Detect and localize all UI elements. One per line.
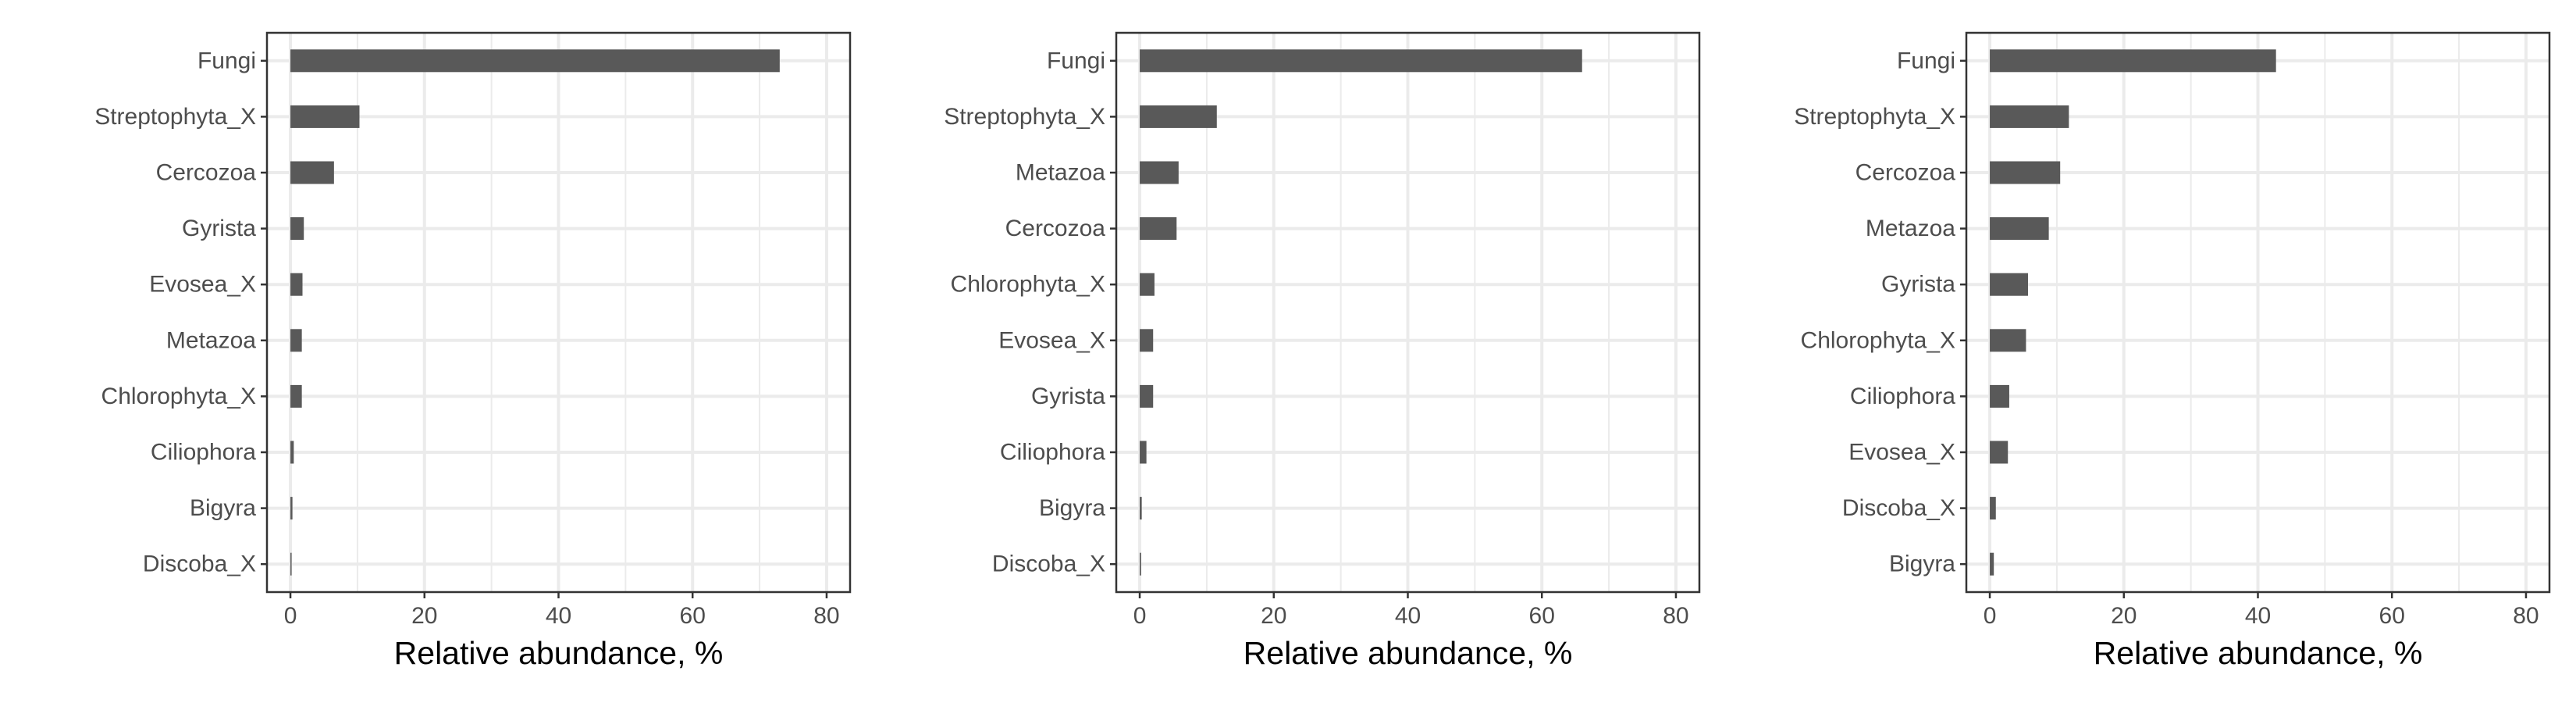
category-label: Cercozoa [1856,160,1956,186]
bar-bigyra [1990,552,1994,576]
x-axis-title: Relative abundance, % [394,635,724,671]
bar-gyrista [1990,273,2028,296]
category-label: Metazoa [1016,160,1105,186]
category-label: Evosea_X [149,272,256,298]
bar-cercozoa [1140,217,1177,241]
chart-panel-2: Fungi Streptophyta_X Metazoa Cercozoa Chloro… [944,31,1701,671]
bar-fungi [290,49,780,73]
category-label: Bigyra [190,495,256,521]
category-label: Fungi [1047,48,1105,73]
bar-bigyra [290,497,293,520]
bar-gyrista [1140,384,1154,408]
category-label: Gyrista [182,216,256,241]
bar-chlorophyta-x [290,384,302,408]
x-axis-title: Relative abundance, % [2094,635,2423,671]
bar-metazoa [290,329,302,352]
category-label: Evosea_X [1848,440,1955,466]
category-label: Discoba_X [1842,495,1955,521]
category-label: Evosea_X [998,327,1105,353]
x-tick-label: 40 [546,603,571,629]
category-label: Discoba_X [143,551,256,577]
category-label: Streptophyta_X [94,104,256,130]
bar-ciliophora [290,441,294,464]
category-label: Cercozoa [156,160,257,186]
x-tick-label: 0 [1133,603,1147,629]
bar-fungi [1990,49,2276,73]
category-label: Ciliophora [1000,440,1105,466]
category-label: Bigyra [1039,495,1105,521]
bar-evosea-x [290,273,303,296]
x-tick-label: 20 [411,603,437,629]
bar-evosea-x [1990,441,2008,464]
category-label: Streptophyta_X [944,104,1105,130]
bar-streptophyta-x [1990,105,2069,128]
bar-chlorophyta-x [1140,273,1155,296]
x-tick-label: 80 [1663,603,1688,629]
bar-discoba-x [1990,497,1996,520]
x-tick-label: 0 [284,603,297,629]
x-tick-label: 0 [1984,603,1997,629]
category-label: Discoba_X [992,551,1105,577]
category-label: Chlorophyta_X [1801,327,1955,353]
bar-cercozoa [1990,161,2061,184]
bar-fungi [1140,49,1582,73]
bar-gyrista [290,217,304,241]
category-label: Metazoa [166,327,256,353]
x-axis-title: Relative abundance, % [1244,635,1573,671]
x-tick-label: 80 [2513,603,2539,629]
chart-panel-3: Fungi Streptophyta_X Cercozoa Metazoa Gyrist… [1794,31,2551,671]
bar-ciliophora [1140,441,1147,464]
bar-metazoa [1990,217,2049,241]
bar-chlorophyta-x [1990,329,2026,352]
x-tick-label: 40 [1395,603,1421,629]
category-label: Ciliophora [151,440,256,466]
category-label: Streptophyta_X [1794,104,1955,130]
category-label: Bigyra [1889,551,1955,577]
bar-metazoa [1140,161,1179,184]
bar-bigyra [1140,497,1142,520]
bar-ciliophora [1990,384,2009,408]
chart-panel-1: Fungi Streptophyta_X Cercozoa Gyrista Evosea… [94,31,852,671]
category-label: Metazoa [1866,216,1955,241]
x-tick-label: 20 [2111,603,2137,629]
category-label: Cercozoa [1005,216,1106,241]
category-label: Chlorophyta_X [101,384,256,409]
bar-evosea-x [1140,329,1154,352]
category-label: Gyrista [1881,272,1955,298]
category-label: Ciliophora [1850,384,1955,409]
bar-discoba-x [290,552,292,576]
x-tick-label: 40 [2245,603,2271,629]
x-tick-label: 20 [1261,603,1286,629]
bar-streptophyta-x [290,105,360,128]
category-label: Chlorophyta_X [951,272,1105,298]
bar-cercozoa [290,161,334,184]
category-label: Fungi [197,48,256,73]
x-tick-label: 60 [2379,603,2405,629]
x-tick-label: 80 [813,603,839,629]
category-label: Fungi [1897,48,1955,73]
category-label: Gyrista [1031,384,1105,409]
bar-streptophyta-x [1140,105,1217,128]
x-tick-label: 60 [1529,603,1555,629]
x-tick-label: 60 [680,603,706,629]
bar-discoba-x [1140,552,1141,576]
